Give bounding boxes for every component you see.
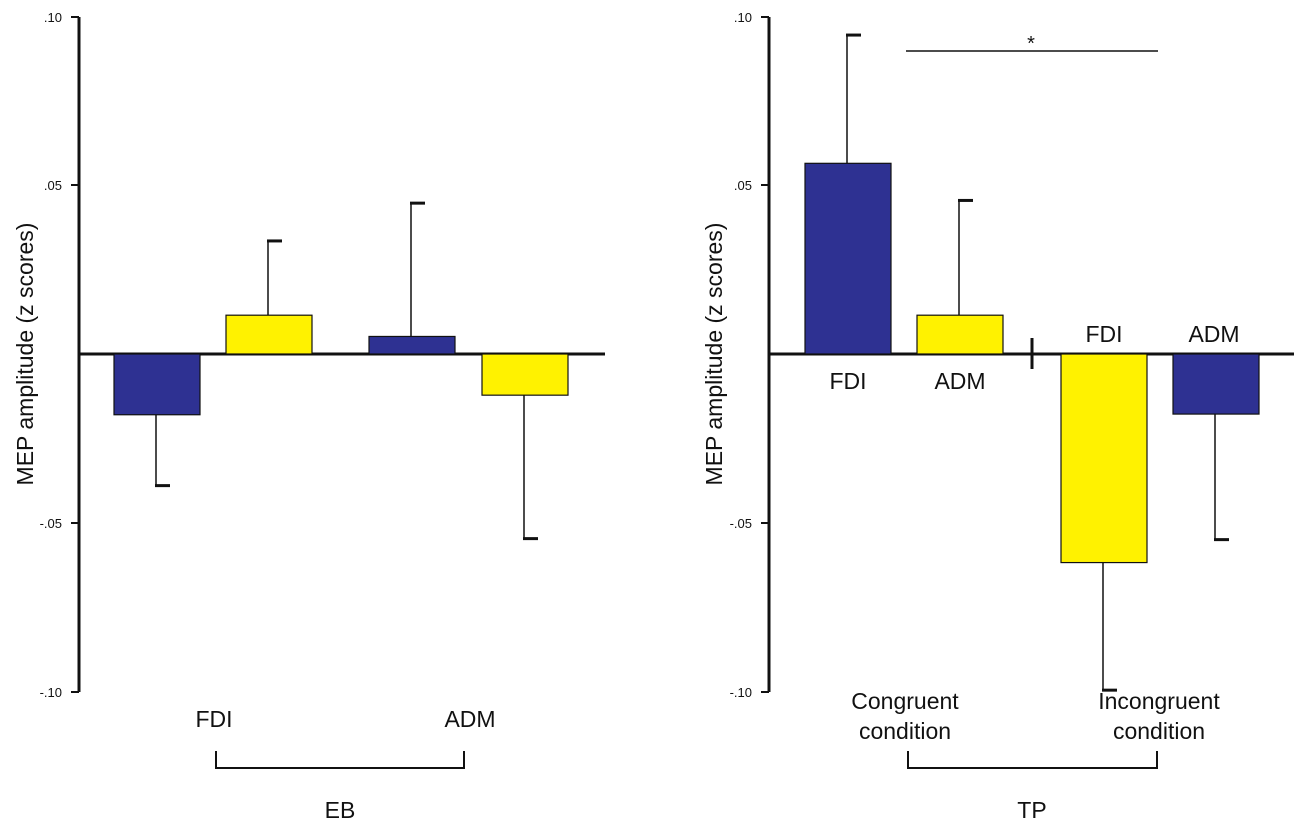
left-bar-fdi-blue	[113, 353, 201, 416]
right-chart: .10 .05 -.05 -.10 MEP amplitude (z score…	[701, 10, 1294, 823]
right-tick-label-010: .10	[734, 10, 752, 25]
left-group-label: EB	[325, 797, 356, 823]
right-tick-label-m010: -.10	[730, 685, 752, 700]
right-bar-incongruent-adm	[1172, 353, 1260, 415]
right-condition-incongruent-line1: Incongruent	[1098, 688, 1220, 714]
left-tick-label-m010: -.10	[40, 685, 62, 700]
right-bar-label-incongruent-adm: ADM	[1188, 321, 1239, 347]
right-group-label: TP	[1017, 797, 1046, 823]
right-y-axis-title: MEP amplitude (z scores)	[701, 223, 727, 486]
right-condition-congruent-line2: condition	[859, 718, 951, 744]
left-bar-adm-yellow	[481, 353, 569, 396]
right-group-bracket	[907, 751, 1158, 769]
right-tick-label-m005: -.05	[730, 516, 752, 531]
right-bar-incongruent-fdi	[1060, 353, 1148, 564]
left-tick-label-010: .10	[44, 10, 62, 25]
right-tick-label-005: .05	[734, 178, 752, 193]
left-group-bracket	[215, 751, 465, 769]
left-chart: .10 .05 -.05 -.10 MEP amplitude (z score…	[12, 10, 605, 823]
left-bar-adm-blue	[368, 335, 456, 355]
right-significance-star: *	[1027, 33, 1035, 55]
left-bar-fdi-yellow	[225, 314, 313, 355]
right-bar-congruent-adm	[916, 314, 1004, 355]
right-bar-congruent-fdi	[804, 162, 892, 355]
left-category-adm: ADM	[444, 706, 495, 732]
right-condition-incongruent-line2: condition	[1113, 718, 1205, 744]
left-tick-label-005: .05	[44, 178, 62, 193]
right-condition-congruent-line1: Congruent	[851, 688, 959, 714]
right-bar-label-incongruent-fdi: FDI	[1085, 321, 1122, 347]
left-y-axis-title: MEP amplitude (z scores)	[12, 223, 38, 486]
right-bar-label-congruent-fdi: FDI	[829, 368, 866, 394]
left-category-fdi: FDI	[195, 706, 232, 732]
left-tick-label-m005: -.05	[40, 516, 62, 531]
right-bar-label-congruent-adm: ADM	[934, 368, 985, 394]
